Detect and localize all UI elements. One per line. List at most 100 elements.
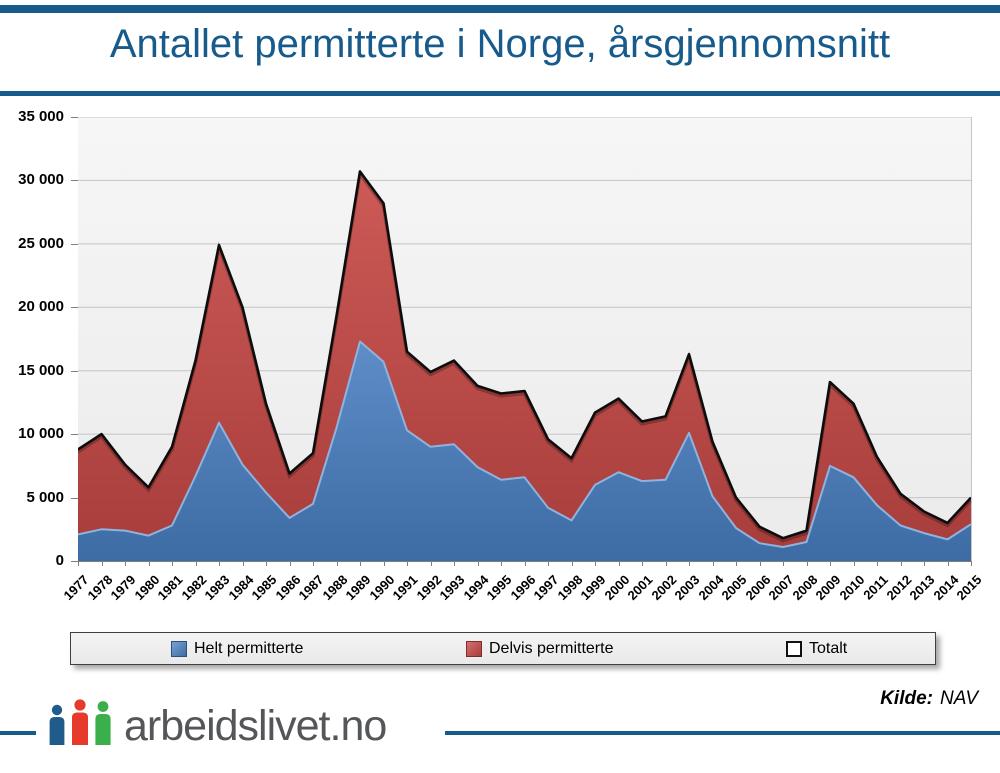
x-axis-tick bbox=[148, 561, 150, 566]
x-axis-tick bbox=[477, 561, 479, 566]
x-axis-tick bbox=[759, 561, 761, 566]
y-axis-tick bbox=[71, 180, 78, 182]
x-axis-label: 1989 bbox=[342, 572, 374, 604]
y-axis-label: 10 000 bbox=[18, 425, 64, 443]
brand-wordmark: arbeidslivet.no bbox=[124, 702, 387, 750]
brand-rule-right bbox=[445, 731, 1000, 735]
x-axis-tick bbox=[830, 561, 831, 566]
y-axis-label: 5 000 bbox=[26, 488, 64, 506]
y-axis-tick bbox=[71, 370, 78, 372]
x-axis-tick bbox=[548, 561, 549, 566]
x-axis-tick bbox=[947, 561, 949, 566]
x-axis-label: 2015 bbox=[953, 572, 985, 604]
person-green-icon bbox=[95, 701, 111, 745]
chart-legend: Helt permitterte Delvis permitterte Tota… bbox=[70, 632, 936, 665]
x-axis-label: 1987 bbox=[295, 572, 327, 604]
x-axis-tick bbox=[407, 561, 408, 566]
x-axis-tick bbox=[101, 561, 103, 566]
x-axis-tick bbox=[266, 561, 267, 566]
x-axis-tick bbox=[501, 561, 502, 566]
x-axis-tick bbox=[289, 561, 291, 566]
source-value: NAV bbox=[939, 688, 978, 709]
source-credit: Kilde: NAV bbox=[880, 688, 978, 710]
title-underline bbox=[0, 91, 1000, 96]
x-axis-label: 1979 bbox=[107, 572, 139, 604]
x-axis-tick bbox=[806, 561, 808, 566]
x-axis-tick bbox=[219, 561, 220, 566]
x-axis-label: 1993 bbox=[436, 572, 468, 604]
x-axis-tick bbox=[900, 561, 902, 566]
area-chart-svg bbox=[78, 117, 971, 561]
people-logo-icon bbox=[49, 699, 111, 745]
x-axis-label: 2010 bbox=[836, 572, 868, 604]
helt-edge-highlight bbox=[78, 340, 971, 548]
legend-label: Helt permitterte bbox=[194, 639, 304, 657]
y-axis-tick bbox=[71, 497, 78, 499]
x-axis-tick bbox=[924, 561, 925, 566]
header-top-bar bbox=[0, 5, 1000, 13]
x-axis-label: 1995 bbox=[483, 572, 515, 604]
x-axis-tick bbox=[618, 561, 620, 566]
brand-rule-left bbox=[0, 731, 36, 735]
x-axis-tick bbox=[783, 561, 784, 566]
series-totalt-line bbox=[78, 170, 971, 540]
x-axis-tick bbox=[172, 561, 173, 566]
y-axis-label: 35 000 bbox=[18, 108, 64, 125]
plot-area bbox=[78, 117, 972, 561]
x-axis-tick bbox=[430, 561, 432, 566]
x-axis-label: 1981 bbox=[154, 572, 186, 604]
y-axis-tick bbox=[71, 307, 78, 309]
legend-item-helt: Helt permitterte bbox=[171, 633, 303, 664]
series-helt-area bbox=[78, 341, 971, 561]
x-axis-label: 1983 bbox=[201, 572, 233, 604]
x-axis-label: 1985 bbox=[248, 572, 280, 604]
x-axis-tick bbox=[642, 561, 643, 566]
person-blue-icon bbox=[49, 704, 65, 745]
y-axis-label: 30 000 bbox=[18, 171, 64, 189]
x-axis-tick bbox=[195, 561, 197, 566]
x-axis-tick bbox=[454, 561, 455, 566]
y-axis-tick bbox=[71, 117, 78, 118]
y-axis-label: 0 bbox=[55, 552, 64, 569]
x-axis-tick bbox=[336, 561, 338, 566]
x-axis-label: 2011 bbox=[860, 572, 891, 603]
x-axis-tick bbox=[712, 561, 714, 566]
x-axis-tick bbox=[853, 561, 855, 566]
y-axis-label: 25 000 bbox=[18, 234, 64, 252]
x-axis-label: 2003 bbox=[671, 572, 703, 604]
x-axis-tick bbox=[360, 561, 361, 566]
y-axis-tick bbox=[71, 561, 78, 562]
series-delvis-area bbox=[78, 171, 971, 547]
x-axis-tick bbox=[877, 561, 878, 566]
x-axis-label: 1999 bbox=[577, 572, 609, 604]
y-axis-tick bbox=[71, 434, 78, 436]
x-axis-tick bbox=[571, 561, 573, 566]
source-label: Kilde: bbox=[880, 688, 933, 709]
x-axis-tick bbox=[78, 561, 79, 566]
legend-swatch-red bbox=[466, 640, 482, 657]
y-axis-tick bbox=[71, 243, 78, 245]
x-axis-label: 2001 bbox=[624, 572, 656, 604]
x-axis-label: 2007 bbox=[765, 572, 797, 604]
page-title: Antallet permitterte i Norge, årsgjennom… bbox=[109, 22, 891, 66]
x-axis-label: 2005 bbox=[718, 572, 750, 604]
x-axis-label: 1991 bbox=[389, 572, 421, 604]
person-red-icon bbox=[72, 699, 88, 745]
x-axis-tick bbox=[595, 561, 596, 566]
x-axis-tick bbox=[736, 561, 737, 566]
x-axis-label: 2013 bbox=[906, 572, 938, 604]
x-axis-tick bbox=[125, 561, 126, 566]
legend-label: Delvis permitterte bbox=[489, 639, 614, 657]
x-axis-tick bbox=[689, 561, 690, 566]
x-axis-label: 1997 bbox=[530, 572, 562, 604]
x-axis-tick bbox=[242, 561, 244, 566]
x-axis-tick bbox=[665, 561, 667, 566]
x-axis-tick bbox=[524, 561, 526, 566]
y-axis-label: 15 000 bbox=[18, 361, 64, 379]
x-axis-tick bbox=[971, 561, 972, 566]
legend-swatch-outline bbox=[786, 640, 802, 657]
x-axis-tick bbox=[313, 561, 314, 566]
legend-swatch-blue bbox=[171, 640, 187, 657]
legend-item-totalt: Totalt bbox=[786, 633, 847, 664]
